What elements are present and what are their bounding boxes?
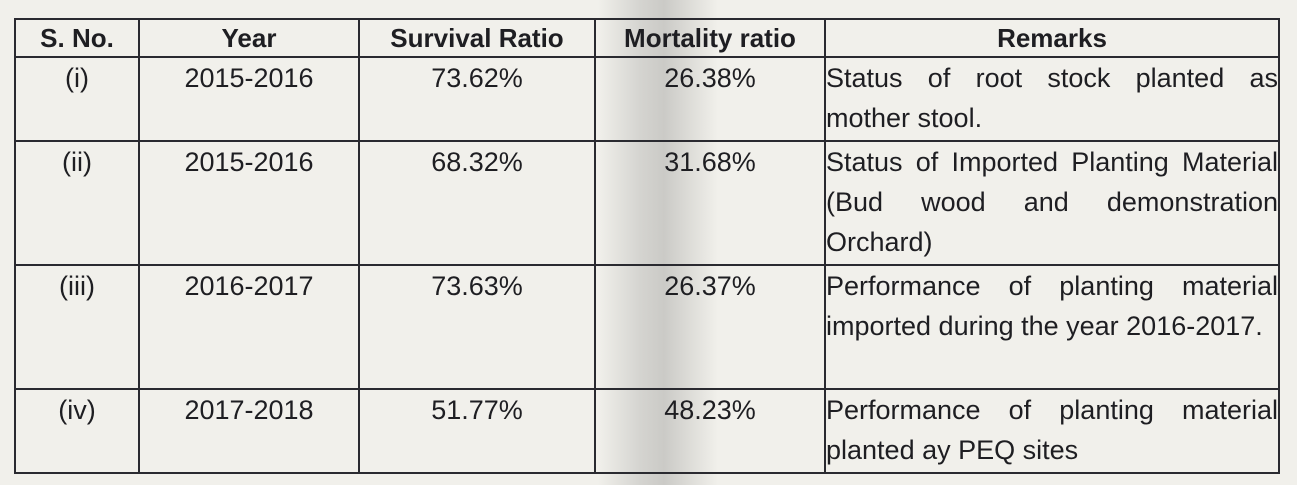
- cell-sno: (i): [14, 56, 140, 142]
- cell-survival-ratio: 68.32%: [358, 140, 596, 266]
- survival-mortality-table: S. No. Year Survival Ratio Mortality rat…: [14, 18, 1280, 474]
- cell-remarks: Performance of planting material planted…: [824, 388, 1280, 474]
- cell-year: 2016-2017: [138, 264, 360, 390]
- cell-remarks: Performance of planting material importe…: [824, 264, 1280, 390]
- cell-mortality-ratio: 48.23%: [594, 388, 826, 474]
- cell-survival-ratio: 73.62%: [358, 56, 596, 142]
- cell-remarks: Status of Imported Planting Material (Bu…: [824, 140, 1280, 266]
- header-survival-ratio: Survival Ratio: [358, 18, 596, 58]
- cell-mortality-ratio: 31.68%: [594, 140, 826, 266]
- table-row: (iv) 2017-2018 51.77% 48.23% Performance…: [14, 388, 1280, 474]
- cell-mortality-ratio: 26.37%: [594, 264, 826, 390]
- cell-year: 2015-2016: [138, 56, 360, 142]
- cell-survival-ratio: 73.63%: [358, 264, 596, 390]
- header-mortality-ratio: Mortality ratio: [594, 18, 826, 58]
- cell-year: 2015-2016: [138, 140, 360, 266]
- table-row: (ii) 2015-2016 68.32% 31.68% Status of I…: [14, 140, 1280, 266]
- cell-survival-ratio: 51.77%: [358, 388, 596, 474]
- cell-year: 2017-2018: [138, 388, 360, 474]
- cell-remarks: Status of root stock planted as mother s…: [824, 56, 1280, 142]
- header-year: Year: [138, 18, 360, 58]
- table-row: (iii) 2016-2017 73.63% 26.37% Performanc…: [14, 264, 1280, 390]
- cell-sno: (iv): [14, 388, 140, 474]
- table-row: (i) 2015-2016 73.62% 26.38% Status of ro…: [14, 56, 1280, 142]
- cell-mortality-ratio: 26.38%: [594, 56, 826, 142]
- cell-sno: (ii): [14, 140, 140, 266]
- header-remarks: Remarks: [824, 18, 1280, 58]
- table-header-row: S. No. Year Survival Ratio Mortality rat…: [14, 18, 1280, 58]
- header-sno: S. No.: [14, 18, 140, 58]
- cell-sno: (iii): [14, 264, 140, 390]
